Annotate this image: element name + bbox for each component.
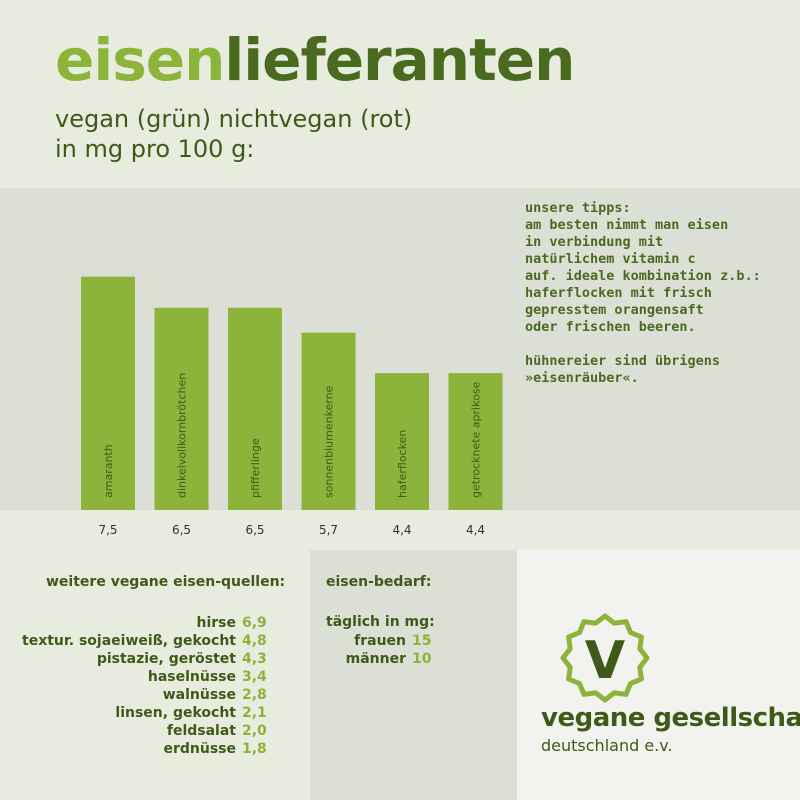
tips-paragraph-1: unsere tipps: am besten nimmt man eisen … bbox=[525, 200, 761, 335]
value-label-4: 4,4 bbox=[392, 523, 411, 537]
source-name: haselnüsse bbox=[147, 669, 236, 685]
further-sources-heading: weitere vegane eisen-quellen: bbox=[46, 574, 286, 590]
source-value: 2,8 bbox=[242, 687, 267, 703]
source-row: walnüsse 2,8 bbox=[0, 686, 310, 704]
source-name: hirse bbox=[196, 615, 237, 631]
need-name: frauen bbox=[354, 633, 406, 649]
logo-name: vegane gesellschaft bbox=[541, 703, 800, 733]
bar-2 bbox=[228, 307, 282, 510]
source-row: haselnüsse 3,4 bbox=[0, 668, 310, 686]
iron-need-label: täglich in mg: bbox=[326, 614, 435, 630]
source-name: linsen, gekocht bbox=[115, 705, 236, 721]
source-name: erdnüsse bbox=[163, 741, 236, 757]
header: eisenlieferanten vegan (grün) nichtvegan… bbox=[0, 0, 800, 188]
source-value: 6,9 bbox=[242, 615, 267, 631]
value-label-2: 6,5 bbox=[245, 523, 264, 537]
source-value: 2,1 bbox=[242, 705, 267, 721]
logo-letter: V bbox=[585, 631, 625, 691]
iron-need-panel bbox=[310, 550, 517, 800]
bar-label-1: dinkelvollkornbrötchen bbox=[176, 373, 189, 498]
subtitle-line-1: vegan (grün) nichtvegan (rot) bbox=[55, 105, 413, 133]
value-label-3: 5,7 bbox=[319, 523, 338, 537]
bar-label-4: haferflocken bbox=[396, 430, 409, 498]
need-value: 15 bbox=[412, 633, 432, 649]
value-label-1: 6,5 bbox=[172, 523, 191, 537]
tips-paragraph-2: hühnereier sind übrigens »eisenräuber«. bbox=[525, 353, 721, 386]
bar-label-3: sonnenblumenkerne bbox=[323, 385, 336, 498]
bar-label-2: pfifferlinge bbox=[249, 438, 262, 498]
source-row: pistazie, geröstet 4,3 bbox=[0, 650, 310, 668]
logo-subtitle: deutschland e.v. bbox=[541, 736, 673, 755]
subtitle: vegan (grün) nichtvegan (rot) in mg pro … bbox=[55, 104, 412, 164]
bar-3 bbox=[301, 332, 356, 510]
value-label-0: 7,5 bbox=[98, 523, 117, 537]
need-value: 10 bbox=[412, 651, 432, 667]
value-strip bbox=[0, 510, 800, 550]
source-row: feldsalat 2,0 bbox=[0, 722, 310, 740]
bar-1 bbox=[154, 307, 209, 510]
source-value: 2,0 bbox=[242, 723, 267, 739]
bar-label-0: amaranth bbox=[102, 444, 115, 498]
source-name: feldsalat bbox=[166, 723, 236, 739]
logo-panel bbox=[517, 550, 800, 800]
source-value: 3,4 bbox=[242, 669, 267, 685]
bar-4 bbox=[375, 373, 429, 510]
source-value: 4,3 bbox=[242, 651, 267, 667]
page-title: eisenlieferanten bbox=[55, 24, 575, 96]
source-row: textur. sojaeiweiß, gekocht 4,8 bbox=[0, 632, 310, 650]
tips-box: unsere tipps: am besten nimmt man eisen … bbox=[525, 200, 795, 404]
logo-badge-icon: V bbox=[560, 613, 650, 703]
need-name: männer bbox=[345, 651, 406, 667]
source-name: textur. sojaeiweiß, gekocht bbox=[22, 633, 236, 649]
bar-label-5: getrocknete aprikose bbox=[470, 381, 483, 498]
source-name: pistazie, geröstet bbox=[96, 651, 236, 667]
further-sources-panel bbox=[0, 550, 310, 800]
iron-need-heading: eisen-bedarf: bbox=[326, 574, 432, 590]
value-label-5: 4,4 bbox=[466, 523, 485, 537]
source-value: 1,8 bbox=[242, 741, 267, 757]
bar-5 bbox=[448, 373, 503, 510]
source-value: 4,8 bbox=[242, 633, 267, 649]
further-sources-list: hirse 6,9 textur. sojaeiweiß, gekocht 4,8 pi… bbox=[0, 614, 310, 758]
subtitle-line-2: in mg pro 100 g: bbox=[55, 135, 255, 163]
source-row: hirse 6,9 bbox=[0, 614, 310, 632]
bar-chart: amaranth 7,5 dinkelvollkornbrötchen 6,5 pfif… bbox=[81, 276, 503, 537]
need-row-men: männer 10 bbox=[300, 650, 432, 668]
source-row: erdnüsse 1,8 bbox=[0, 740, 310, 758]
title-part-lieferanten: lieferanten bbox=[224, 26, 575, 94]
source-name: walnüsse bbox=[162, 687, 236, 703]
need-row-women: frauen 15 bbox=[300, 632, 431, 650]
bar-0 bbox=[81, 276, 135, 510]
title-part-eisen: eisen bbox=[55, 26, 225, 94]
source-row: linsen, gekocht 2,1 bbox=[0, 704, 310, 722]
